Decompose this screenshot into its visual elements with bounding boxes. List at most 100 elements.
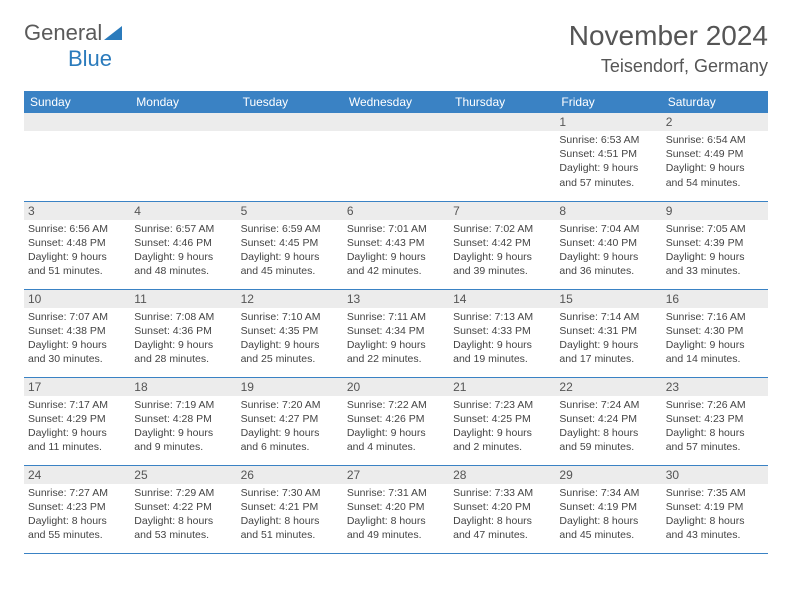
day-info: Sunrise: 6:57 AMSunset: 4:46 PMDaylight:… <box>130 220 236 283</box>
logo: General Blue <box>24 20 122 72</box>
sunrise-line: Sunrise: 7:17 AM <box>28 398 126 412</box>
calendar-table: SundayMondayTuesdayWednesdayThursdayFrid… <box>24 91 768 554</box>
sunset-line: Sunset: 4:36 PM <box>134 324 232 338</box>
day-info: Sunrise: 7:26 AMSunset: 4:23 PMDaylight:… <box>662 396 768 459</box>
sunrise-line: Sunrise: 6:56 AM <box>28 222 126 236</box>
day-number: 11 <box>130 290 236 308</box>
daylight-line: Daylight: 8 hours and 53 minutes. <box>134 514 232 542</box>
day-number: 22 <box>555 378 661 396</box>
calendar-cell: 26Sunrise: 7:30 AMSunset: 4:21 PMDayligh… <box>237 465 343 553</box>
daylight-line: Daylight: 9 hours and 22 minutes. <box>347 338 445 366</box>
sunrise-line: Sunrise: 7:23 AM <box>453 398 551 412</box>
day-number: 6 <box>343 202 449 220</box>
daylight-line: Daylight: 9 hours and 11 minutes. <box>28 426 126 454</box>
day-number: 25 <box>130 466 236 484</box>
weekday-header-row: SundayMondayTuesdayWednesdayThursdayFrid… <box>24 91 768 113</box>
day-number: 1 <box>555 113 661 131</box>
day-info: Sunrise: 7:16 AMSunset: 4:30 PMDaylight:… <box>662 308 768 371</box>
day-number: 5 <box>237 202 343 220</box>
empty-daynum <box>24 113 130 131</box>
sunrise-line: Sunrise: 7:24 AM <box>559 398 657 412</box>
daylight-line: Daylight: 9 hours and 30 minutes. <box>28 338 126 366</box>
daylight-line: Daylight: 9 hours and 28 minutes. <box>134 338 232 366</box>
calendar-cell: 9Sunrise: 7:05 AMSunset: 4:39 PMDaylight… <box>662 201 768 289</box>
sunset-line: Sunset: 4:19 PM <box>559 500 657 514</box>
logo-part1: General <box>24 20 102 45</box>
day-number: 16 <box>662 290 768 308</box>
sunrise-line: Sunrise: 6:59 AM <box>241 222 339 236</box>
day-number: 21 <box>449 378 555 396</box>
sunset-line: Sunset: 4:39 PM <box>666 236 764 250</box>
calendar-cell <box>343 113 449 201</box>
day-number: 18 <box>130 378 236 396</box>
daylight-line: Daylight: 9 hours and 57 minutes. <box>559 161 657 189</box>
day-number: 17 <box>24 378 130 396</box>
calendar-cell <box>130 113 236 201</box>
calendar-week-row: 10Sunrise: 7:07 AMSunset: 4:38 PMDayligh… <box>24 289 768 377</box>
sunrise-line: Sunrise: 7:20 AM <box>241 398 339 412</box>
calendar-cell: 2Sunrise: 6:54 AMSunset: 4:49 PMDaylight… <box>662 113 768 201</box>
day-number: 7 <box>449 202 555 220</box>
title-block: November 2024 Teisendorf, Germany <box>569 20 768 77</box>
calendar-cell: 13Sunrise: 7:11 AMSunset: 4:34 PMDayligh… <box>343 289 449 377</box>
empty-daynum <box>449 113 555 131</box>
day-info: Sunrise: 7:02 AMSunset: 4:42 PMDaylight:… <box>449 220 555 283</box>
sunset-line: Sunset: 4:27 PM <box>241 412 339 426</box>
sunset-line: Sunset: 4:49 PM <box>666 147 764 161</box>
sunrise-line: Sunrise: 7:19 AM <box>134 398 232 412</box>
sunset-line: Sunset: 4:20 PM <box>453 500 551 514</box>
day-number: 4 <box>130 202 236 220</box>
calendar-cell <box>449 113 555 201</box>
daylight-line: Daylight: 8 hours and 57 minutes. <box>666 426 764 454</box>
day-number: 26 <box>237 466 343 484</box>
day-number: 23 <box>662 378 768 396</box>
calendar-cell: 27Sunrise: 7:31 AMSunset: 4:20 PMDayligh… <box>343 465 449 553</box>
sunset-line: Sunset: 4:43 PM <box>347 236 445 250</box>
sunset-line: Sunset: 4:20 PM <box>347 500 445 514</box>
day-info: Sunrise: 7:22 AMSunset: 4:26 PMDaylight:… <box>343 396 449 459</box>
sunset-line: Sunset: 4:23 PM <box>666 412 764 426</box>
sunrise-line: Sunrise: 7:02 AM <box>453 222 551 236</box>
weekday-header: Sunday <box>24 91 130 113</box>
sunset-line: Sunset: 4:33 PM <box>453 324 551 338</box>
sunrise-line: Sunrise: 7:16 AM <box>666 310 764 324</box>
daylight-line: Daylight: 8 hours and 49 minutes. <box>347 514 445 542</box>
sunset-line: Sunset: 4:51 PM <box>559 147 657 161</box>
calendar-cell <box>237 113 343 201</box>
day-info: Sunrise: 7:35 AMSunset: 4:19 PMDaylight:… <box>662 484 768 547</box>
sunrise-line: Sunrise: 6:57 AM <box>134 222 232 236</box>
day-info: Sunrise: 6:59 AMSunset: 4:45 PMDaylight:… <box>237 220 343 283</box>
daylight-line: Daylight: 9 hours and 19 minutes. <box>453 338 551 366</box>
sunrise-line: Sunrise: 7:30 AM <box>241 486 339 500</box>
calendar-cell: 8Sunrise: 7:04 AMSunset: 4:40 PMDaylight… <box>555 201 661 289</box>
day-number: 29 <box>555 466 661 484</box>
sunrise-line: Sunrise: 7:14 AM <box>559 310 657 324</box>
day-info: Sunrise: 7:04 AMSunset: 4:40 PMDaylight:… <box>555 220 661 283</box>
daylight-line: Daylight: 9 hours and 9 minutes. <box>134 426 232 454</box>
logo-part2: Blue <box>68 46 112 71</box>
sunrise-line: Sunrise: 7:35 AM <box>666 486 764 500</box>
day-number: 15 <box>555 290 661 308</box>
day-number: 10 <box>24 290 130 308</box>
calendar-cell: 11Sunrise: 7:08 AMSunset: 4:36 PMDayligh… <box>130 289 236 377</box>
daylight-line: Daylight: 8 hours and 47 minutes. <box>453 514 551 542</box>
day-number: 28 <box>449 466 555 484</box>
sunrise-line: Sunrise: 7:01 AM <box>347 222 445 236</box>
sunrise-line: Sunrise: 7:10 AM <box>241 310 339 324</box>
daylight-line: Daylight: 9 hours and 45 minutes. <box>241 250 339 278</box>
day-info: Sunrise: 7:07 AMSunset: 4:38 PMDaylight:… <box>24 308 130 371</box>
weekday-header: Friday <box>555 91 661 113</box>
logo-text: General Blue <box>24 20 122 72</box>
daylight-line: Daylight: 8 hours and 45 minutes. <box>559 514 657 542</box>
calendar-cell: 4Sunrise: 6:57 AMSunset: 4:46 PMDaylight… <box>130 201 236 289</box>
day-info: Sunrise: 7:33 AMSunset: 4:20 PMDaylight:… <box>449 484 555 547</box>
calendar-body: 1Sunrise: 6:53 AMSunset: 4:51 PMDaylight… <box>24 113 768 553</box>
day-number: 14 <box>449 290 555 308</box>
weekday-header: Saturday <box>662 91 768 113</box>
calendar-cell: 28Sunrise: 7:33 AMSunset: 4:20 PMDayligh… <box>449 465 555 553</box>
day-number: 8 <box>555 202 661 220</box>
sunset-line: Sunset: 4:31 PM <box>559 324 657 338</box>
day-info: Sunrise: 6:54 AMSunset: 4:49 PMDaylight:… <box>662 131 768 194</box>
calendar-cell: 29Sunrise: 7:34 AMSunset: 4:19 PMDayligh… <box>555 465 661 553</box>
daylight-line: Daylight: 9 hours and 33 minutes. <box>666 250 764 278</box>
